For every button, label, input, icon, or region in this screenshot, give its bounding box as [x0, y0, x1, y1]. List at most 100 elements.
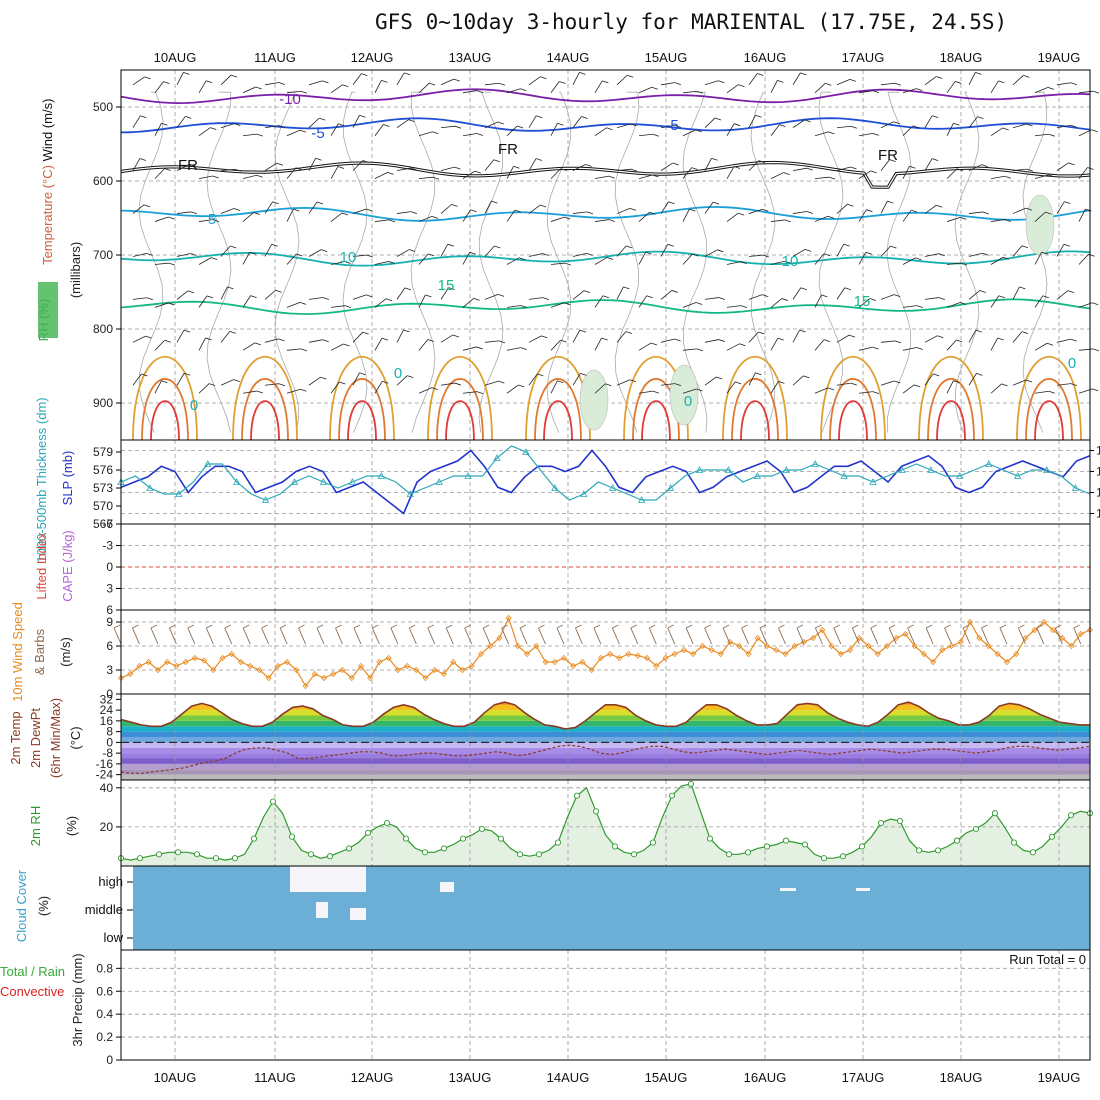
wind-barb: [968, 164, 982, 172]
date-label-top: 10AUG: [154, 50, 197, 65]
wind10m-barb: [538, 627, 546, 645]
wind10m-barb-flag: [482, 624, 490, 629]
wind-barb: [704, 117, 716, 129]
wind10m-point: [505, 614, 512, 622]
wind-barb: [154, 168, 165, 179]
wind-barb-flag: [494, 245, 501, 249]
thickness-point: [290, 478, 299, 485]
wind-barb: [506, 125, 518, 137]
wind-barb: [748, 294, 763, 300]
wind-barb-flag: [734, 123, 741, 127]
wind-barb: [946, 262, 961, 265]
wind-barb: [220, 168, 235, 172]
temp2m-tick-label: 16: [100, 714, 114, 728]
thickness-point: [319, 478, 328, 485]
wind-barb-flag: [362, 331, 369, 335]
wind-barb: [572, 211, 587, 214]
rh2m-point: [212, 855, 220, 862]
wind-barb-flag: [448, 287, 455, 291]
wind-barb-flag: [827, 215, 835, 219]
rh2m-point: [820, 855, 828, 862]
warm-contour: [838, 400, 868, 441]
wind10m-barb: [611, 627, 620, 645]
wind-barb: [418, 176, 433, 180]
wind-barb-flag: [777, 79, 784, 83]
wind-barb: [792, 375, 804, 386]
precip-conv-label: Convective: [0, 984, 64, 999]
wind-barb: [902, 305, 917, 308]
temp-band: [121, 753, 1090, 759]
wind10m-barb: [851, 627, 860, 645]
wind10m-point: [1059, 634, 1066, 642]
wind-barb-flag: [410, 167, 417, 171]
wind10m-point: [523, 650, 531, 658]
cloud-clear-patch: [440, 882, 454, 892]
wind10m-point: [293, 666, 300, 674]
wind-barb-flag: [381, 337, 389, 341]
contour-label: 5: [208, 211, 216, 228]
wind-barb: [924, 253, 939, 257]
wind-barb-flag: [1019, 286, 1026, 290]
wind-barb-flag: [579, 71, 586, 75]
rh2m-point: [307, 851, 315, 858]
wind-barb-flag: [651, 86, 658, 90]
wind10m-barb: [224, 627, 233, 645]
wind-barb: [902, 209, 912, 222]
wind-barb-flag: [520, 305, 527, 308]
temp2m-tick-label: -8: [102, 746, 113, 760]
wind-barb: [1056, 201, 1065, 214]
wind-barb: [176, 373, 185, 386]
wind-barb-flag: [938, 297, 946, 300]
wind10m-barb: [279, 627, 288, 645]
wind-barb-flag: [535, 158, 543, 161]
run-total-annotation: Run Total = 0: [1009, 952, 1086, 967]
wind10m-barb: [371, 627, 380, 645]
contour-label: -10: [279, 91, 301, 108]
minmax-label: (6hr Min/Max): [48, 698, 63, 778]
wind10m-barb-flag: [519, 624, 527, 629]
wind-barb-flag: [872, 346, 879, 350]
wind-barb-flag: [1026, 123, 1033, 127]
warm-contour: [1034, 400, 1064, 441]
wind-barb-flag: [691, 167, 698, 171]
wind-barb: [506, 166, 514, 179]
wind-barb: [462, 346, 477, 351]
wind-barb: [792, 329, 800, 343]
wind-barb: [726, 343, 740, 351]
wind-barb-flag: [872, 132, 879, 136]
wind-barb-flag: [343, 343, 350, 347]
wind-barb-flag: [936, 76, 943, 79]
rh2m-tick-label: 40: [100, 781, 114, 795]
wind-barb-flag: [388, 219, 396, 223]
wind-barb-flag: [646, 295, 653, 299]
wind-barb: [550, 81, 560, 94]
wind-barb: [528, 76, 541, 86]
wind-barb-flag: [960, 302, 967, 305]
wind10m-point: [763, 642, 771, 650]
wind10m-point: [284, 658, 291, 666]
wind-barb: [858, 90, 873, 94]
rh2m-point: [269, 798, 277, 805]
wind-barb-flag: [514, 209, 522, 213]
wind10m-point: [514, 642, 521, 650]
contour-label: 0: [190, 397, 198, 414]
wind-barb-flag: [931, 115, 939, 119]
slp-axis-label-part: SLP (mb): [60, 451, 75, 506]
rh2m-point: [402, 835, 410, 842]
wind-barb: [616, 245, 627, 257]
wind-barb: [308, 339, 323, 343]
rh2m-point: [288, 833, 296, 840]
li-tick-label: 0: [106, 560, 113, 574]
wind-barb-flag: [652, 133, 660, 137]
wind-barb: [924, 76, 937, 86]
wind-barb: [418, 131, 433, 137]
warm-contour: [641, 400, 671, 441]
temp-band: [121, 737, 1090, 743]
rh2m-point: [839, 853, 847, 860]
wind-barb: [418, 387, 433, 394]
wind-barb-flag: [410, 211, 417, 214]
wind-barb: [704, 297, 719, 300]
isotherm-5: [120, 206, 1091, 222]
wind-barb-flag: [320, 376, 327, 380]
wind-barb-flag: [497, 294, 505, 297]
